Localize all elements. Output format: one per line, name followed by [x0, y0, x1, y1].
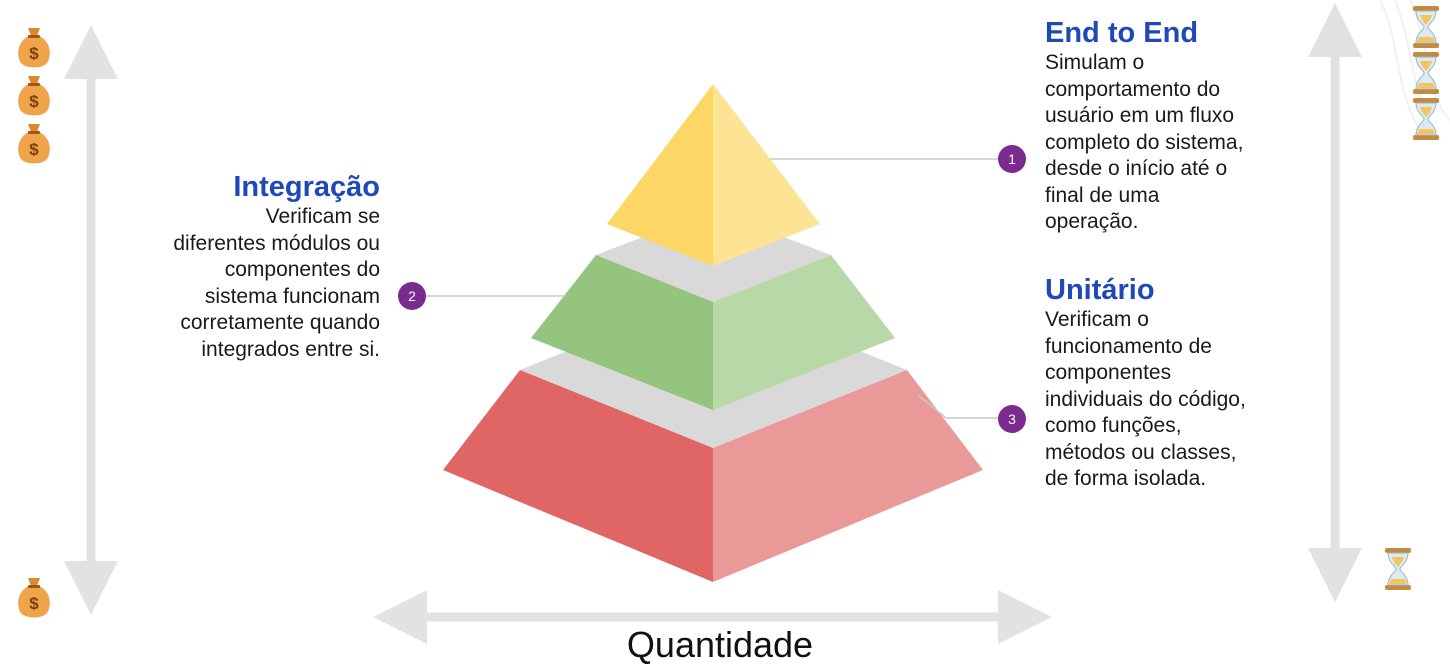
e2e-line: operação.: [1045, 210, 1139, 233]
hourglass-icon: [1378, 546, 1418, 592]
e2e-description-block: End to End Simulam o comportamento do us…: [1045, 16, 1305, 236]
unit-line: como funções,: [1045, 414, 1182, 437]
e2e-line: desde o início até o: [1045, 157, 1228, 180]
money-bag-icon: $: [14, 574, 54, 620]
tier-e2e-right: [713, 84, 820, 266]
svg-text:$: $: [29, 594, 39, 613]
level-badge-3: 3: [998, 405, 1026, 433]
integration-line: corretamente quando: [180, 311, 380, 334]
unit-line: componentes: [1045, 361, 1172, 384]
connector-line-3: [917, 394, 998, 419]
hourglass-icon: [1406, 50, 1446, 96]
integration-description-block: Integração Verificam se diferentes módul…: [100, 170, 380, 363]
unit-line: Verificam o: [1045, 308, 1149, 331]
tier-unit-left: [443, 370, 713, 582]
unit-line: individuais do código,: [1045, 387, 1246, 411]
level-badge-1: 1: [998, 145, 1026, 173]
hourglass-icon: [1406, 4, 1446, 50]
unit-line: de forma isolada.: [1045, 467, 1207, 490]
e2e-line: usuário em um fluxo: [1045, 104, 1235, 127]
unit-line: funcionamento de: [1045, 334, 1212, 358]
unit-title: Unitário: [1045, 274, 1155, 306]
money-bag-icon: $: [14, 120, 54, 166]
svg-text:$: $: [29, 140, 39, 159]
x-axis-label: Quantidade: [626, 624, 814, 665]
svg-text:$: $: [29, 92, 39, 111]
tier-e2e-left: [607, 84, 713, 266]
integration-title: Integração: [233, 171, 380, 203]
unit-description-block: Unitário Verificam o funcionamento de co…: [1045, 273, 1305, 493]
integration-line: integrados entre si.: [201, 337, 380, 361]
integration-line: sistema funcionam: [204, 284, 380, 308]
e2e-line: comportamento do: [1045, 77, 1221, 101]
hourglass-icon: [1406, 96, 1446, 142]
unit-line: métodos ou classes,: [1045, 440, 1237, 464]
money-bag-icon: $: [14, 24, 54, 70]
tier-integration-right: [713, 255, 895, 410]
money-bag-icon: $: [14, 72, 54, 118]
integration-line: diferentes módulos ou: [173, 231, 380, 255]
e2e-title: End to End: [1045, 17, 1199, 49]
e2e-line: final de uma: [1045, 183, 1160, 207]
e2e-line: Simulam o: [1045, 51, 1145, 74]
level-badge-2: 2: [398, 282, 426, 310]
tier-integration-left: [531, 255, 713, 410]
tier-unit-right: [713, 370, 983, 582]
svg-text:$: $: [29, 44, 39, 63]
e2e-line: completo do sistema,: [1045, 130, 1244, 154]
integration-line: Verificam se: [265, 205, 380, 228]
integration-line: componentes do: [224, 258, 380, 281]
